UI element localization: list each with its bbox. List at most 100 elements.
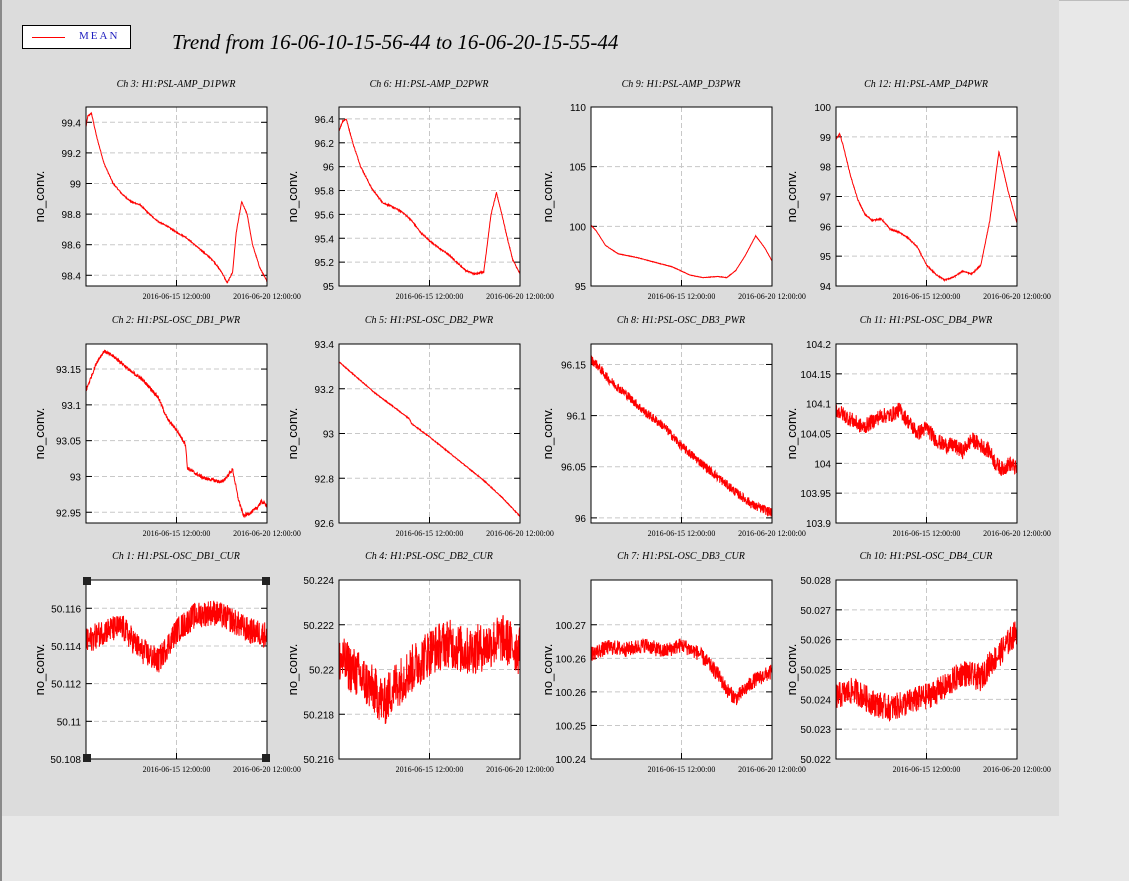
y-tick-label: 98.4 xyxy=(62,271,82,282)
chart-title: Ch 6: H1:PSL-AMP_D2PWR xyxy=(369,79,489,90)
chart-title: Ch 11: H1:PSL-OSC_DB4_PWR xyxy=(859,315,993,326)
resize-handle[interactable] xyxy=(83,754,91,762)
y-tick-label: 103.9 xyxy=(806,519,831,530)
series-line xyxy=(590,355,773,518)
y-axis-label: no_conv. xyxy=(285,408,300,460)
y-tick-label: 100.26 xyxy=(555,654,586,665)
plot-frame xyxy=(590,106,773,287)
x-tick-label: 2016-06-20 12:00:00 xyxy=(738,765,806,774)
chart-1: 98.4 98.6 98.8 99 99.2 99.4 2016-06-15 12:00:0… xyxy=(32,106,301,301)
legend-box: MEAN xyxy=(22,25,131,49)
x-tick-label: 2016-06-15 12:00:00 xyxy=(648,765,716,774)
y-tick-label: 105 xyxy=(569,163,586,174)
y-tick-label: 99 xyxy=(70,179,82,190)
chart-10: 50.216 50.218 50.22 50.222 50.224 2016-06-15 … xyxy=(285,576,554,774)
x-tick-label: 2016-06-15 12:00:00 xyxy=(143,529,211,538)
series-line xyxy=(338,615,521,725)
x-tick-label: 2016-06-15 12:00:00 xyxy=(396,765,464,774)
x-tick-label: 2016-06-15 12:00:00 xyxy=(893,529,961,538)
x-tick-label: 2016-06-15 12:00:00 xyxy=(893,292,961,301)
chart-title: Ch 9: H1:PSL-AMP_D3PWR xyxy=(621,79,741,90)
y-axis-label: no_conv. xyxy=(540,408,555,460)
y-tick-label: 50.024 xyxy=(800,695,831,706)
y-tick-label: 50.025 xyxy=(800,666,831,677)
y-tick-label: 93.4 xyxy=(315,340,335,351)
y-axis-label: no_conv. xyxy=(540,171,555,223)
y-tick-label: 92.95 xyxy=(56,508,81,519)
x-tick-label: 2016-06-20 12:00:00 xyxy=(983,529,1051,538)
series-line xyxy=(835,402,1018,476)
y-axis-label: no_conv. xyxy=(784,408,799,460)
y-tick-label: 95 xyxy=(323,282,335,293)
y-tick-label: 50.222 xyxy=(303,621,334,632)
y-tick-label: 99.4 xyxy=(62,118,82,129)
chart-4: 94 95 96 97 98 99 100 2016-06-15 12:00:00 2016-0… xyxy=(784,103,1051,301)
y-tick-label: 95.6 xyxy=(315,210,335,221)
resize-handle[interactable] xyxy=(83,577,91,585)
y-tick-label: 96 xyxy=(323,163,335,174)
y-tick-label: 104 xyxy=(814,459,831,470)
chart-title: Ch 2: H1:PSL-OSC_DB1_PWR xyxy=(111,315,241,326)
y-axis-label: no_conv. xyxy=(285,171,300,223)
chart-title: Ch 8: H1:PSL-OSC_DB3_PWR xyxy=(616,315,746,326)
series-line xyxy=(85,111,268,284)
y-tick-label: 97 xyxy=(820,193,832,204)
chart-2: 95 95.2 95.4 95.6 95.8 96 96.2 96.4 2016-06-15 1… xyxy=(285,106,554,301)
y-tick-label: 50.114 xyxy=(51,642,81,653)
y-tick-label: 96 xyxy=(575,514,587,525)
x-tick-label: 2016-06-20 12:00:00 xyxy=(486,765,554,774)
y-axis-label: no_conv. xyxy=(32,171,47,223)
series-line xyxy=(835,621,1018,722)
y-tick-label: 50.224 xyxy=(303,576,334,587)
y-tick-label: 100 xyxy=(569,222,586,233)
chart-7: 96 96.05 96.1 96.15 2016-06-15 12:00:00 2016-… xyxy=(540,343,806,538)
chart-title: Ch 1: H1:PSL-OSC_DB1_CUR xyxy=(112,551,240,562)
y-tick-label: 96 xyxy=(820,222,832,233)
plot-frame xyxy=(85,343,268,524)
y-tick-label: 95.2 xyxy=(315,258,335,269)
chart-title: Ch 4: H1:PSL-OSC_DB2_CUR xyxy=(365,551,493,562)
y-tick-label: 100.26 xyxy=(555,688,586,699)
y-axis-label: no_conv. xyxy=(285,644,300,696)
y-tick-label: 50.216 xyxy=(303,755,334,766)
y-tick-label: 50.028 xyxy=(800,576,831,587)
y-tick-label: 95.8 xyxy=(315,187,335,198)
x-tick-label: 2016-06-15 12:00:00 xyxy=(396,292,464,301)
plot-frame xyxy=(338,579,521,760)
x-tick-label: 2016-06-20 12:00:00 xyxy=(233,292,301,301)
y-tick-label: 50.116 xyxy=(51,604,81,615)
chart-3: 95 100 105 110 2016-06-15 12:00:00 2016-06-20… xyxy=(540,103,806,301)
page-title: Trend from 16-06-10-15-56-44 to 16-06-20… xyxy=(172,30,619,54)
y-tick-label: 96.15 xyxy=(561,360,586,371)
chart-title: Ch 7: H1:PSL-OSC_DB3_CUR xyxy=(617,551,745,562)
y-axis-label: no_conv. xyxy=(32,644,47,696)
resize-handle[interactable] xyxy=(262,754,270,762)
series-line xyxy=(85,600,268,673)
series-line xyxy=(338,361,521,517)
x-tick-label: 2016-06-15 12:00:00 xyxy=(893,765,961,774)
y-axis-label: no_conv. xyxy=(32,408,47,460)
y-tick-label: 104.1 xyxy=(806,400,831,411)
plot-frame xyxy=(835,343,1018,524)
resize-handle[interactable] xyxy=(262,577,270,585)
chart-11: 100.24 100.25 100.26 100.26 100.27 2016-06-15… xyxy=(540,579,806,774)
series-line xyxy=(338,118,521,276)
x-tick-label: 2016-06-15 12:00:00 xyxy=(143,765,211,774)
y-tick-label: 92.6 xyxy=(315,519,335,530)
y-axis-label: no_conv. xyxy=(540,644,555,696)
y-tick-label: 94 xyxy=(820,282,832,293)
y-tick-label: 50.108 xyxy=(50,755,81,766)
y-tick-label: 99.2 xyxy=(62,149,82,160)
y-tick-label: 50.22 xyxy=(309,666,334,677)
y-tick-label: 95 xyxy=(820,252,832,263)
chart-6: 92.6 92.8 93 93.2 93.4 2016-06-15 12:00:00 201… xyxy=(285,340,554,538)
y-tick-label: 104.05 xyxy=(800,430,831,441)
y-tick-label: 103.95 xyxy=(800,489,831,500)
y-axis-label: no_conv. xyxy=(784,171,799,223)
y-tick-label: 96.1 xyxy=(567,412,587,423)
series-line xyxy=(835,132,1018,283)
plot-frame xyxy=(835,106,1018,287)
y-tick-label: 110 xyxy=(570,103,586,114)
y-tick-label: 93 xyxy=(323,430,335,441)
